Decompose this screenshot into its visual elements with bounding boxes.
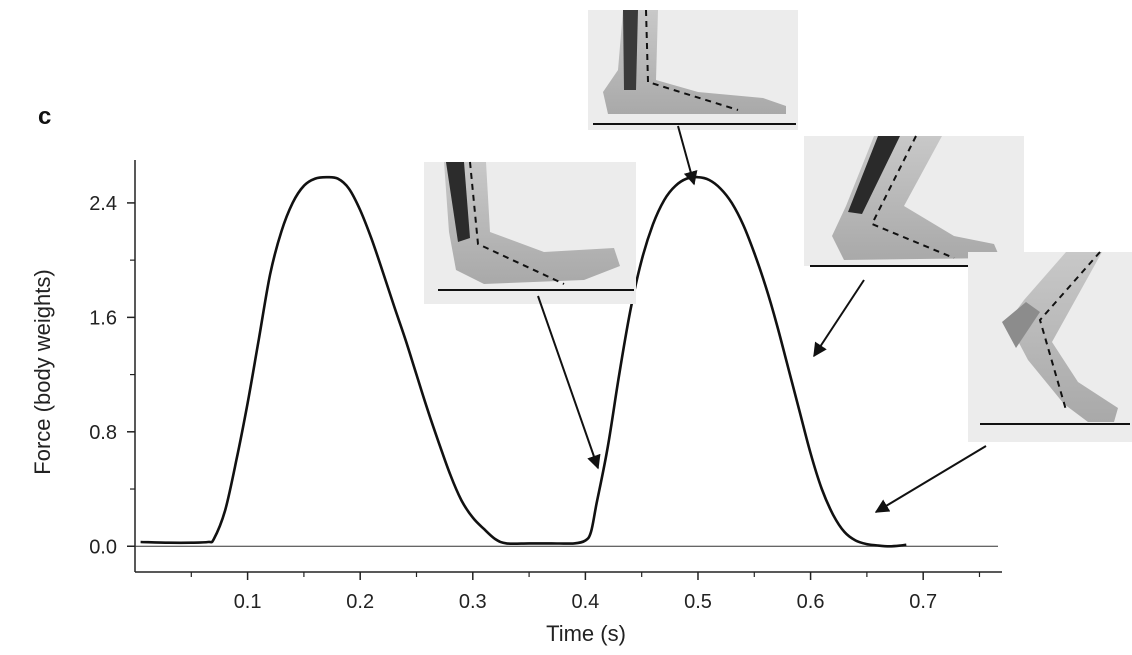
y-tick-label: 0.0 [89,536,117,558]
arrow-toe-off [874,445,987,513]
series-layer [140,175,907,548]
panel-label: c [38,103,51,130]
x-tick-label: 0.7 [909,591,937,613]
arrow-heel-strike [537,295,601,470]
y-tick-label: 1.6 [89,307,117,329]
axes [134,160,1002,573]
x-axis-title: Time (s) [546,621,626,646]
tick-marks [127,202,981,580]
arrow-heel-rise [813,279,865,358]
foot-illustration-heel-strike [424,161,636,304]
tick-labels: 0.1 0.2 0.3 0.4 0.5 0.6 0.7 0.0 0.8 1.6 2.4 [89,193,937,613]
y-tick-label: 2.4 [89,193,117,215]
annotation-arrows [537,125,987,513]
x-tick-label: 0.1 [234,591,262,613]
force-series-line [140,175,907,548]
arrow-flat-foot [677,125,698,186]
y-tick-label: 0.8 [89,422,117,444]
foot-illustration-toe-off [968,251,1132,442]
y-axis-title: Force (body weights) [30,269,55,474]
foot-illustration-heel-rise [804,135,1024,267]
x-tick-label: 0.6 [797,591,825,613]
foot-illustration-flat-foot [588,9,798,130]
x-tick-label: 0.3 [459,591,487,613]
x-tick-label: 0.5 [684,591,712,613]
x-tick-label: 0.2 [346,591,374,613]
x-tick-label: 0.4 [571,591,599,613]
